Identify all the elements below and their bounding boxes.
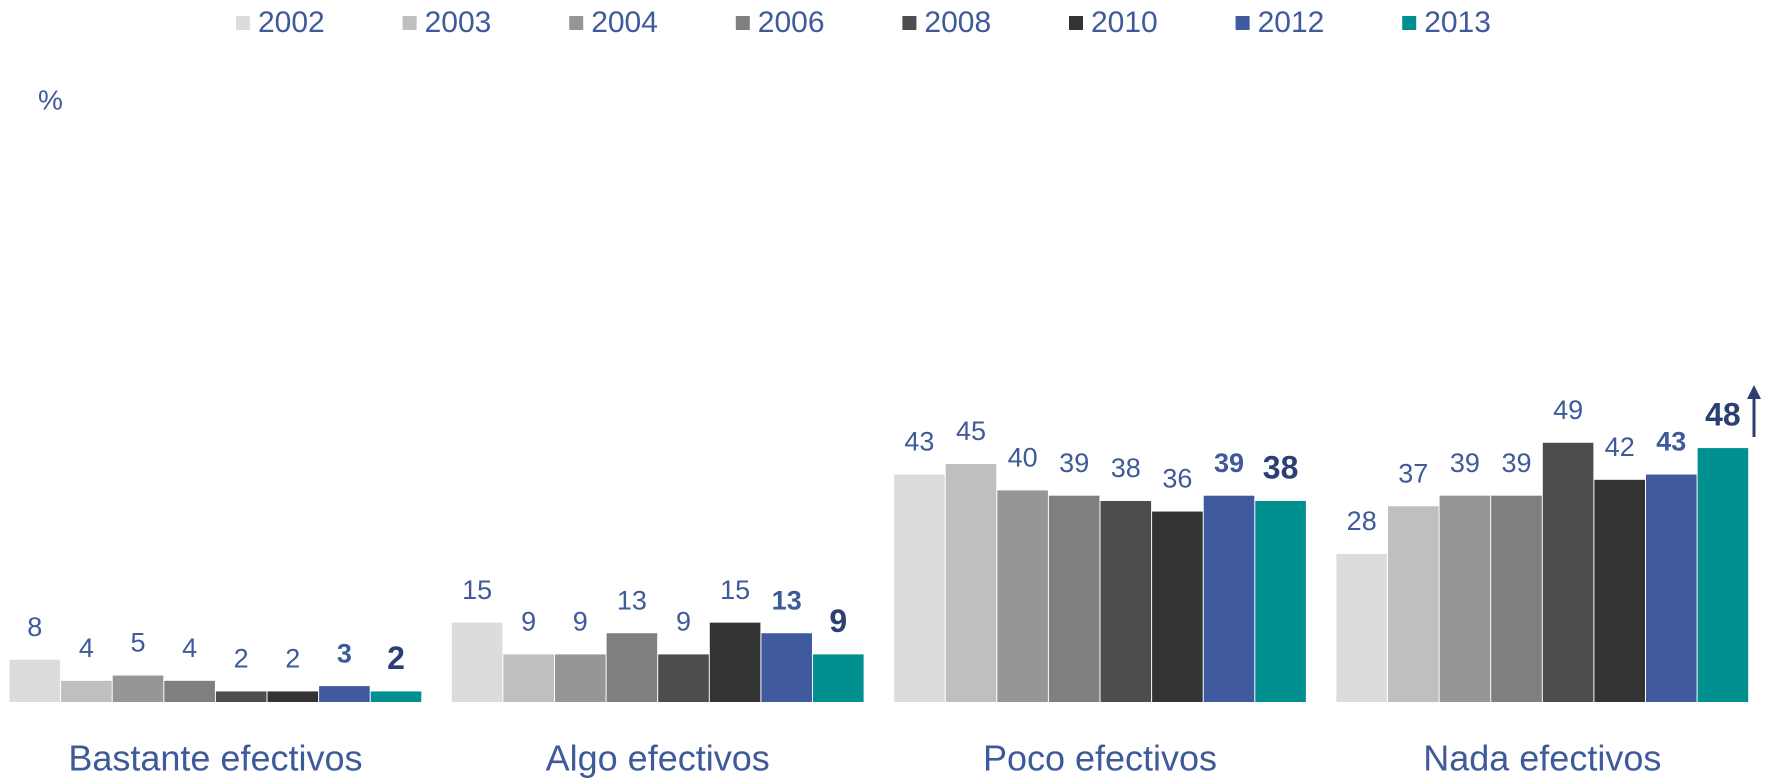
bar bbox=[1203, 495, 1255, 702]
bar bbox=[658, 654, 709, 702]
x-tick-label: Bastante efectivos bbox=[68, 738, 362, 779]
bar bbox=[370, 691, 422, 702]
bar bbox=[1542, 442, 1594, 702]
bar bbox=[451, 622, 503, 702]
bar bbox=[319, 686, 370, 702]
legend-label: 2012 bbox=[1258, 6, 1325, 39]
data-label: 2 bbox=[234, 644, 249, 674]
data-label: 13 bbox=[772, 585, 802, 615]
trend-arrow bbox=[1747, 385, 1761, 437]
bar bbox=[1594, 479, 1645, 702]
data-label: 39 bbox=[1450, 448, 1480, 478]
data-label: 4 bbox=[79, 633, 94, 663]
bar bbox=[164, 680, 215, 702]
data-label: 9 bbox=[521, 607, 536, 637]
data-label: 40 bbox=[1008, 443, 1038, 473]
bar bbox=[1048, 495, 1100, 702]
bar bbox=[1336, 553, 1387, 702]
x-tick-label: Algo efectivos bbox=[546, 738, 770, 779]
bar bbox=[813, 654, 864, 702]
data-label: 5 bbox=[130, 628, 145, 658]
bar bbox=[61, 680, 112, 702]
bar bbox=[215, 691, 267, 702]
legend-label: 2008 bbox=[924, 6, 991, 39]
y-unit-label: % bbox=[38, 84, 63, 115]
legend-swatch bbox=[1402, 16, 1417, 30]
data-label: 39 bbox=[1501, 448, 1531, 478]
legend-swatch bbox=[1235, 16, 1250, 30]
legend-label: 2006 bbox=[758, 6, 825, 39]
bar bbox=[555, 654, 606, 702]
bar bbox=[1439, 495, 1491, 702]
bar bbox=[997, 490, 1048, 702]
bar bbox=[1491, 495, 1542, 702]
data-label: 2 bbox=[387, 640, 405, 676]
data-label: 45 bbox=[956, 416, 986, 446]
legend-label: 2003 bbox=[425, 6, 492, 39]
bar bbox=[894, 474, 945, 702]
legend-swatch bbox=[402, 16, 417, 30]
legend-swatch bbox=[236, 16, 250, 30]
legend-label: 2010 bbox=[1091, 6, 1158, 39]
data-label: 4 bbox=[182, 633, 197, 663]
x-tick-label: Nada efectivos bbox=[1423, 738, 1661, 779]
bar bbox=[1697, 448, 1749, 702]
legend-swatch bbox=[1069, 16, 1083, 30]
bar bbox=[503, 654, 554, 702]
bar bbox=[1388, 506, 1439, 702]
legend-label: 2004 bbox=[591, 6, 658, 39]
data-label: 8 bbox=[27, 612, 42, 642]
legend-label: 2002 bbox=[258, 6, 325, 39]
data-label: 9 bbox=[573, 607, 588, 637]
bar bbox=[1255, 500, 1306, 702]
bar bbox=[945, 463, 997, 702]
data-label: 43 bbox=[1656, 427, 1686, 457]
data-label: 2 bbox=[285, 644, 300, 674]
data-label: 49 bbox=[1553, 395, 1583, 425]
bar bbox=[1152, 511, 1203, 702]
data-label: 43 bbox=[904, 427, 934, 457]
legend-label: 2013 bbox=[1424, 6, 1491, 39]
data-label: 39 bbox=[1214, 448, 1244, 478]
data-label: 9 bbox=[829, 603, 847, 639]
data-label: 39 bbox=[1059, 448, 1089, 478]
data-label: 3 bbox=[337, 638, 352, 668]
legend-swatch bbox=[735, 16, 750, 30]
bar bbox=[709, 622, 761, 702]
bar bbox=[267, 691, 319, 702]
x-tick-label: Poco efectivos bbox=[983, 738, 1217, 779]
data-label: 9 bbox=[676, 607, 691, 637]
data-label: 38 bbox=[1263, 449, 1299, 485]
data-label: 15 bbox=[462, 575, 492, 605]
data-label: 15 bbox=[720, 575, 750, 605]
legend-swatch bbox=[569, 16, 584, 30]
bar bbox=[1646, 474, 1697, 702]
bar bbox=[606, 633, 658, 702]
data-label: 42 bbox=[1605, 432, 1635, 462]
data-label: 28 bbox=[1347, 506, 1377, 536]
data-label: 48 bbox=[1705, 397, 1741, 433]
data-label: 13 bbox=[617, 585, 647, 615]
data-label: 38 bbox=[1111, 453, 1141, 483]
data-label: 36 bbox=[1162, 464, 1192, 494]
bar bbox=[9, 659, 61, 702]
bar bbox=[1100, 500, 1152, 702]
data-label: 37 bbox=[1398, 458, 1428, 488]
bar bbox=[112, 675, 164, 702]
bar bbox=[761, 633, 812, 702]
legend-swatch bbox=[902, 16, 917, 30]
